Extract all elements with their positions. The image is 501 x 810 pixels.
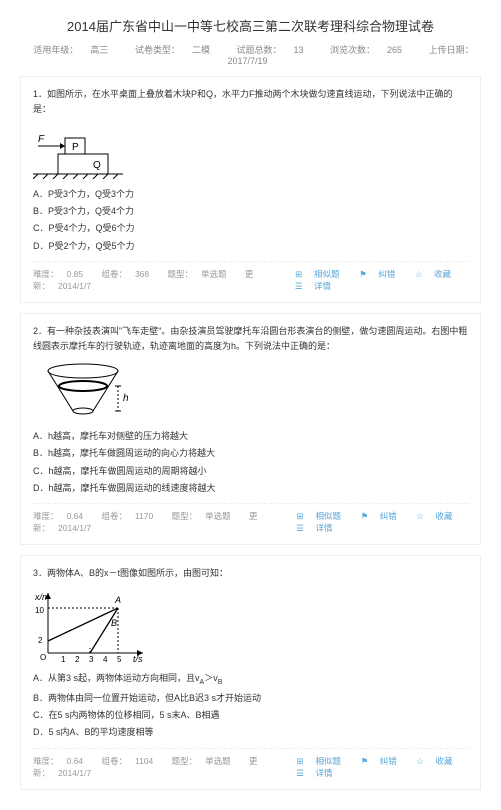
question-card: 3．两物体A、B的x－t图像如图所示，由图可知： x/m t/s O 1 2 3… bbox=[20, 555, 481, 789]
options: A．P受3个力，Q受3个力 B．P受3个力，Q受4个力 C．P受4个力，Q受6个… bbox=[33, 187, 468, 254]
type-value: 二模 bbox=[192, 45, 210, 55]
svg-text:5: 5 bbox=[117, 655, 122, 663]
option: B．P受3个力，Q受4个力 bbox=[33, 204, 468, 218]
svg-text:2: 2 bbox=[75, 655, 80, 663]
svg-text:B: B bbox=[111, 618, 117, 628]
collect-button[interactable]: ☆ 收藏 bbox=[407, 756, 452, 766]
svg-text:1: 1 bbox=[61, 655, 66, 663]
question-actions: ⊞ 相似题 ⚑ 纠错 ☆ 收藏 ☰ 详情 bbox=[279, 755, 468, 779]
option: B．h越高，摩托车做圆周运动的向心力将越大 bbox=[33, 446, 468, 460]
detail-icon: ☰ bbox=[295, 523, 305, 534]
question-stem: 2．有一种杂技表演叫"飞车走壁"。由杂技演员驾驶摩托车沿圆台形表演台的侧壁，做匀… bbox=[33, 324, 468, 355]
correct-button[interactable]: ⚑ 纠错 bbox=[350, 269, 395, 279]
collect-button[interactable]: ☆ 收藏 bbox=[406, 269, 451, 279]
page-title: 2014届广东省中山一中等七校高三第二次联考理科综合物理试卷 bbox=[20, 10, 481, 43]
option: C．P受4个力，Q受6个力 bbox=[33, 221, 468, 235]
star-icon: ☆ bbox=[414, 269, 424, 280]
views-label: 浏览次数： bbox=[330, 45, 375, 55]
option: D．h越高，摩托车做圆周运动的线速度将越大 bbox=[33, 481, 468, 495]
date-label: 上传日期： bbox=[429, 45, 474, 55]
svg-text:10: 10 bbox=[35, 606, 44, 615]
grade-label: 适用年级： bbox=[33, 45, 78, 55]
question-actions: ⊞ 相似题 ⚑ 纠错 ☆ 收藏 ☰ 详情 bbox=[278, 268, 468, 292]
similar-button[interactable]: ⊞ 相似题 bbox=[287, 511, 341, 521]
svg-text:A: A bbox=[114, 595, 121, 605]
date-value: 2017/7/19 bbox=[227, 56, 267, 66]
flag-icon: ⚑ bbox=[359, 511, 369, 522]
exam-meta: 适用年级： 高三 试卷类型： 二模 试题总数： 13 浏览次数： 265 上传日期： 20… bbox=[20, 43, 481, 76]
svg-text:4: 4 bbox=[103, 655, 108, 663]
flag-icon: ⚑ bbox=[359, 756, 369, 767]
question-text: ．有一种杂技表演叫"飞车走壁"。由杂技演员驾驶摩托车沿圆台形表演台的侧壁，做匀速… bbox=[33, 326, 467, 351]
svg-text:3: 3 bbox=[89, 655, 94, 663]
detail-icon: ☰ bbox=[294, 281, 304, 292]
question-actions: ⊞ 相似题 ⚑ 纠错 ☆ 收藏 ☰ 详情 bbox=[279, 510, 468, 534]
svg-text:h: h bbox=[123, 393, 129, 404]
option: A．从第3 s起，两物体运动方向相同，且vA＞vB bbox=[33, 671, 468, 688]
option: C．h越高，摩托车做圆周运动的周期将越小 bbox=[33, 464, 468, 478]
views-value: 265 bbox=[387, 45, 402, 55]
question-card: 1．如图所示，在水平桌面上叠放着木块P和Q，水平力F推动两个木块做匀速直线运动，… bbox=[20, 76, 481, 303]
star-icon: ☆ bbox=[415, 756, 425, 767]
question-diagram: Q P F bbox=[33, 124, 468, 181]
option: C．在5 s内两物体的位移相同，5 s末A、B相遇 bbox=[33, 708, 468, 722]
type-label: 试卷类型： bbox=[135, 45, 180, 55]
option: D．5 s内A、B的平均速度相等 bbox=[33, 725, 468, 739]
option: A．h越高，摩托车对侧壁的压力将越大 bbox=[33, 429, 468, 443]
svg-text:O: O bbox=[40, 653, 46, 662]
star-icon: ☆ bbox=[415, 511, 425, 522]
svg-text:P: P bbox=[72, 142, 79, 153]
plus-icon: ⊞ bbox=[295, 756, 305, 767]
grade-value: 高三 bbox=[90, 45, 108, 55]
options: A．从第3 s起，两物体运动方向相同，且vA＞vB B．两物体由同一位置开始运动… bbox=[33, 671, 468, 740]
question-text: ．如图所示，在水平桌面上叠放着木块P和Q，水平力F推动两个木块做匀速直线运动，下… bbox=[33, 89, 453, 114]
option: B．两物体由同一位置开始运动，但A比B迟3 s才开始运动 bbox=[33, 691, 468, 705]
question-meta: 难度：0.64 组卷：1170 题型：单选题 更新：2014/1/7 bbox=[33, 510, 279, 534]
question-diagram: h bbox=[33, 361, 468, 423]
plus-icon: ⊞ bbox=[294, 269, 304, 280]
detail-button[interactable]: ☰ 详情 bbox=[287, 523, 332, 533]
question-stem: 3．两物体A、B的x－t图像如图所示，由图可知： bbox=[33, 566, 468, 581]
detail-icon: ☰ bbox=[295, 768, 305, 779]
svg-text:x/m: x/m bbox=[34, 592, 50, 602]
plus-icon: ⊞ bbox=[295, 511, 305, 522]
question-meta: 难度：0.64 组卷：1104 题型：单选题 更新：2014/1/7 bbox=[33, 755, 279, 779]
options: A．h越高，摩托车对侧壁的压力将越大 B．h越高，摩托车做圆周运动的向心力将越大… bbox=[33, 429, 468, 496]
svg-text:F: F bbox=[38, 134, 45, 145]
flag-icon: ⚑ bbox=[358, 269, 368, 280]
option: D．P受2个力，Q受5个力 bbox=[33, 239, 468, 253]
question-meta: 难度：0.85 组卷：368 题型：单选题 更新：2014/1/7 bbox=[33, 268, 278, 292]
option: A．P受3个力，Q受3个力 bbox=[33, 187, 468, 201]
question-text: ．两物体A、B的x－t图像如图所示，由图可知： bbox=[38, 568, 228, 578]
similar-button[interactable]: ⊞ 相似题 bbox=[286, 269, 340, 279]
question-card: 2．有一种杂技表演叫"飞车走壁"。由杂技演员驾驶摩托车沿圆台形表演台的侧壁，做匀… bbox=[20, 313, 481, 545]
collect-button[interactable]: ☆ 收藏 bbox=[407, 511, 452, 521]
svg-text:2: 2 bbox=[38, 636, 43, 645]
detail-button[interactable]: ☰ 详情 bbox=[287, 768, 332, 778]
correct-button[interactable]: ⚑ 纠错 bbox=[351, 756, 396, 766]
question-stem: 1．如图所示，在水平桌面上叠放着木块P和Q，水平力F推动两个木块做匀速直线运动，… bbox=[33, 87, 468, 118]
svg-text:Q: Q bbox=[93, 160, 101, 171]
count-label: 试题总数： bbox=[236, 45, 281, 55]
correct-button[interactable]: ⚑ 纠错 bbox=[351, 511, 396, 521]
count-value: 13 bbox=[294, 45, 304, 55]
question-diagram: x/m t/s O 1 2 3 4 5 2 10 A B bbox=[33, 588, 468, 665]
similar-button[interactable]: ⊞ 相似题 bbox=[287, 756, 341, 766]
svg-text:t/s: t/s bbox=[133, 654, 143, 663]
detail-button[interactable]: ☰ 详情 bbox=[286, 281, 331, 291]
